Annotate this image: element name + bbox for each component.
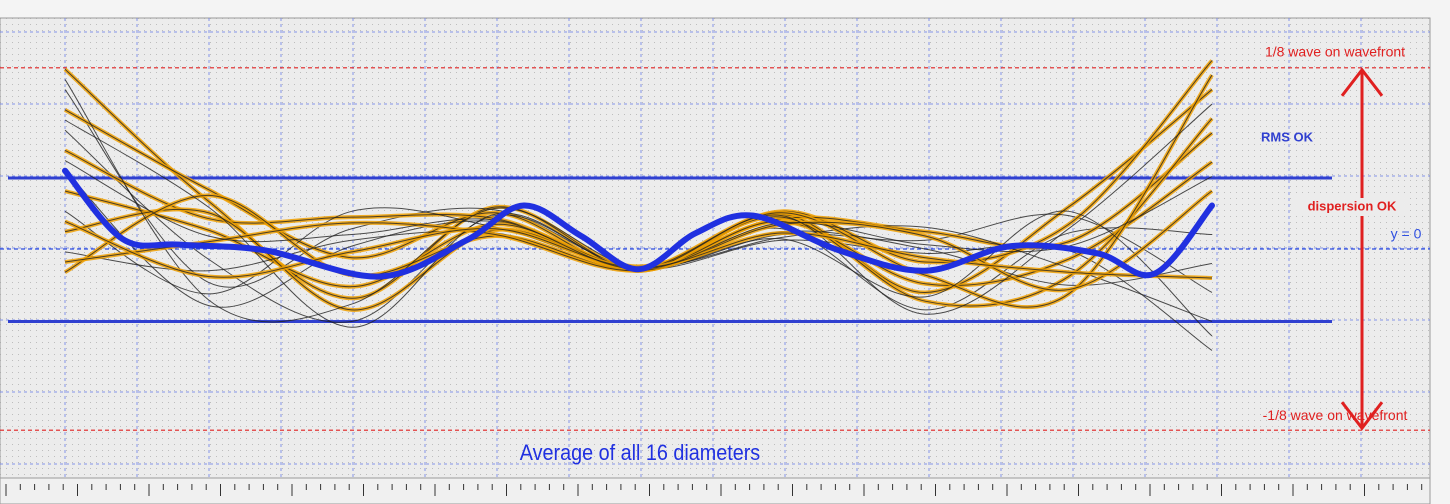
label-bg [1296, 198, 1408, 216]
reference-label: y = 0 [1391, 226, 1422, 242]
reference-lines [0, 67, 1430, 431]
rms-label: RMS OK [1261, 129, 1314, 144]
annotations: 1/8 wave on wavefront -1/8 wave on wavefr… [520, 44, 1422, 466]
reference-label: 1/8 wave on wavefront [1265, 44, 1405, 60]
reference-label: -1/8 wave on wavefront [1263, 407, 1408, 423]
curves [62, 59, 1215, 351]
arrow-head [1340, 401, 1384, 431]
average-label: Average of all 16 diameters [520, 441, 760, 465]
ruler [0, 477, 1431, 504]
arrow-head [1340, 67, 1384, 97]
dispersion-label: dispersion OK [1308, 198, 1397, 213]
average-line [62, 167, 1215, 280]
